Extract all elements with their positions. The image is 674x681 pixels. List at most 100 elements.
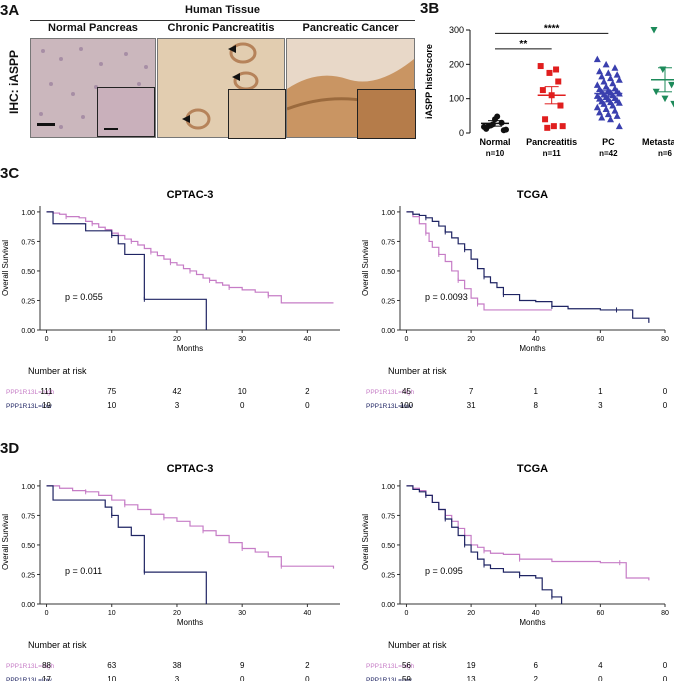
y-tick-label: 200 xyxy=(449,59,464,69)
data-point xyxy=(607,74,615,82)
cancer-inset xyxy=(357,89,416,139)
data-point xyxy=(602,60,610,68)
tissue-image-normal xyxy=(30,38,156,138)
ihc-axis-label: IHC: iASPP xyxy=(4,24,24,139)
km-title: CPTAC-3 xyxy=(167,189,214,201)
risk-cell: 10 xyxy=(107,675,116,681)
risk-cell: 1 xyxy=(534,387,539,396)
category-n-label: n=42 xyxy=(599,149,618,158)
risk-table-title: Number at risk xyxy=(388,640,447,650)
x-axis-label: Months xyxy=(519,618,545,627)
category-n-label: n=11 xyxy=(543,149,562,158)
risk-cell: 6 xyxy=(534,661,539,670)
risk-cell: 111 xyxy=(40,387,53,396)
x-axis-label: Months xyxy=(177,618,203,627)
x-tick-label: 30 xyxy=(238,610,246,617)
data-point xyxy=(494,113,501,120)
data-point xyxy=(668,81,674,89)
survival-curve xyxy=(406,211,650,323)
risk-cell: 10 xyxy=(107,401,116,410)
pancreatitis-texture xyxy=(182,42,259,130)
x-tick-label: 10 xyxy=(108,610,116,617)
risk-cell: 0 xyxy=(663,401,668,410)
panel-3b-tag: 3B xyxy=(420,0,440,17)
risk-row-label: PPP1R13L=high xyxy=(6,663,55,670)
category-label: Pancreatitis xyxy=(526,137,577,147)
y-tick-label: 0.50 xyxy=(21,269,35,276)
km-title: CPTAC-3 xyxy=(167,463,214,475)
data-point xyxy=(611,64,619,71)
risk-cell: 0 xyxy=(663,675,668,681)
data-point xyxy=(602,105,610,112)
x-tick-label: 40 xyxy=(303,610,311,617)
x-tick-label: 0 xyxy=(45,610,49,617)
data-point xyxy=(593,81,601,88)
survival-curve xyxy=(46,485,335,569)
risk-cell: 38 xyxy=(173,661,182,670)
risk-cell: 7 xyxy=(469,387,474,396)
category-label: Metastasis xyxy=(642,137,674,147)
risk-cell: 10 xyxy=(238,387,247,396)
data-point xyxy=(537,63,544,70)
y-tick-label: 0 xyxy=(459,128,464,138)
risk-cell: 31 xyxy=(467,401,476,410)
tissue-image-pancreatitis xyxy=(157,38,286,139)
tile-label-normal: Normal Pancreas xyxy=(48,22,138,34)
risk-row-label: PPP1R13L=high xyxy=(366,389,415,396)
survival-curve xyxy=(406,211,552,311)
risk-row-label: PPP1R13L=high xyxy=(366,663,415,670)
risk-cell: 100 xyxy=(400,401,414,410)
risk-cell: 2 xyxy=(305,387,310,396)
x-tick-label: 0 xyxy=(405,610,409,617)
panel-3a-tag: 3A xyxy=(0,2,20,19)
x-tick-label: 20 xyxy=(173,610,181,617)
data-point xyxy=(593,103,601,111)
risk-cell: 13 xyxy=(467,675,476,681)
y-tick-label: 0.50 xyxy=(381,269,395,276)
p-value-label: p = 0.011 xyxy=(65,566,102,576)
scale-bar xyxy=(37,123,55,126)
x-tick-label: 40 xyxy=(303,336,311,343)
arrowhead-icon xyxy=(228,45,236,53)
risk-row-label: PPP1R13L=high xyxy=(6,389,55,396)
risk-cell: 56 xyxy=(402,661,411,670)
y-tick-label: 1.00 xyxy=(381,484,395,491)
km-title: TCGA xyxy=(517,463,548,475)
panel-3c-tag: 3C xyxy=(0,165,20,182)
km-title: TCGA xyxy=(517,189,548,201)
x-tick-label: 0 xyxy=(405,336,409,343)
y-tick-label: 0.25 xyxy=(21,298,35,305)
y-tick-label: 0.00 xyxy=(21,328,35,335)
category-label: PC xyxy=(602,137,615,147)
risk-cell: 2 xyxy=(534,675,539,681)
x-tick-label: 80 xyxy=(661,610,669,617)
risk-cell: 3 xyxy=(175,675,180,681)
km-cptac3-3d: CPTAC-30.000.250.500.751.000 10 20 30 40Mont… xyxy=(1,463,340,681)
km-cptac3-3c: CPTAC-30.000.250.500.751.000 10 20 30 40Mont… xyxy=(1,189,340,410)
data-point xyxy=(652,88,660,96)
risk-cell: 59 xyxy=(402,675,411,681)
x-tick-label: 10 xyxy=(108,336,116,343)
p-value-label: p = 0.055 xyxy=(65,292,103,302)
y-tick-label: 0.50 xyxy=(21,543,35,550)
y-tick-label: 0.75 xyxy=(381,513,395,520)
data-point xyxy=(559,123,566,130)
p-value-label: p = 0.0093 xyxy=(425,292,468,302)
risk-cell: 19 xyxy=(467,661,476,670)
data-point xyxy=(593,55,601,63)
risk-cell: 19 xyxy=(42,401,51,410)
y-tick-label: 1.00 xyxy=(21,484,35,491)
x-tick-label: 40 xyxy=(532,336,540,343)
data-point xyxy=(550,123,557,130)
x-tick-label: 20 xyxy=(173,336,181,343)
risk-cell: 3 xyxy=(598,401,603,410)
risk-row-label: PPP1R13L=low xyxy=(366,403,412,410)
x-tick-label: 30 xyxy=(238,336,246,343)
y-tick-label: 0.75 xyxy=(381,239,395,246)
y-tick-label: 0.25 xyxy=(381,572,395,579)
risk-row-label: PPP1R13L=low xyxy=(6,403,52,410)
data-point xyxy=(596,108,604,116)
survival-curve xyxy=(46,211,207,330)
risk-cell: 2 xyxy=(305,661,310,670)
y-tick-label: 1.00 xyxy=(21,210,35,217)
